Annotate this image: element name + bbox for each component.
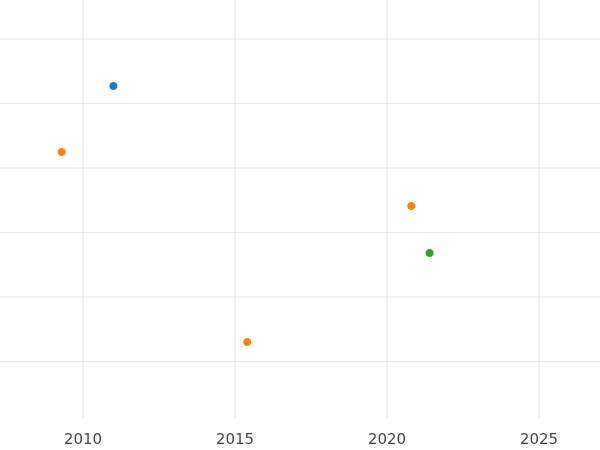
x-tick-label: 2025 [519,430,559,448]
data-point-series-orange [57,148,66,156]
data-point-series-orange [407,202,416,210]
data-point-series-green [425,249,434,257]
x-tick-label: 2015 [215,430,255,448]
x-tick-label: 2020 [367,430,407,448]
x-tick-label: 2010 [63,430,103,448]
data-point-series-orange [243,338,252,346]
data-point-series-blue [109,82,118,90]
